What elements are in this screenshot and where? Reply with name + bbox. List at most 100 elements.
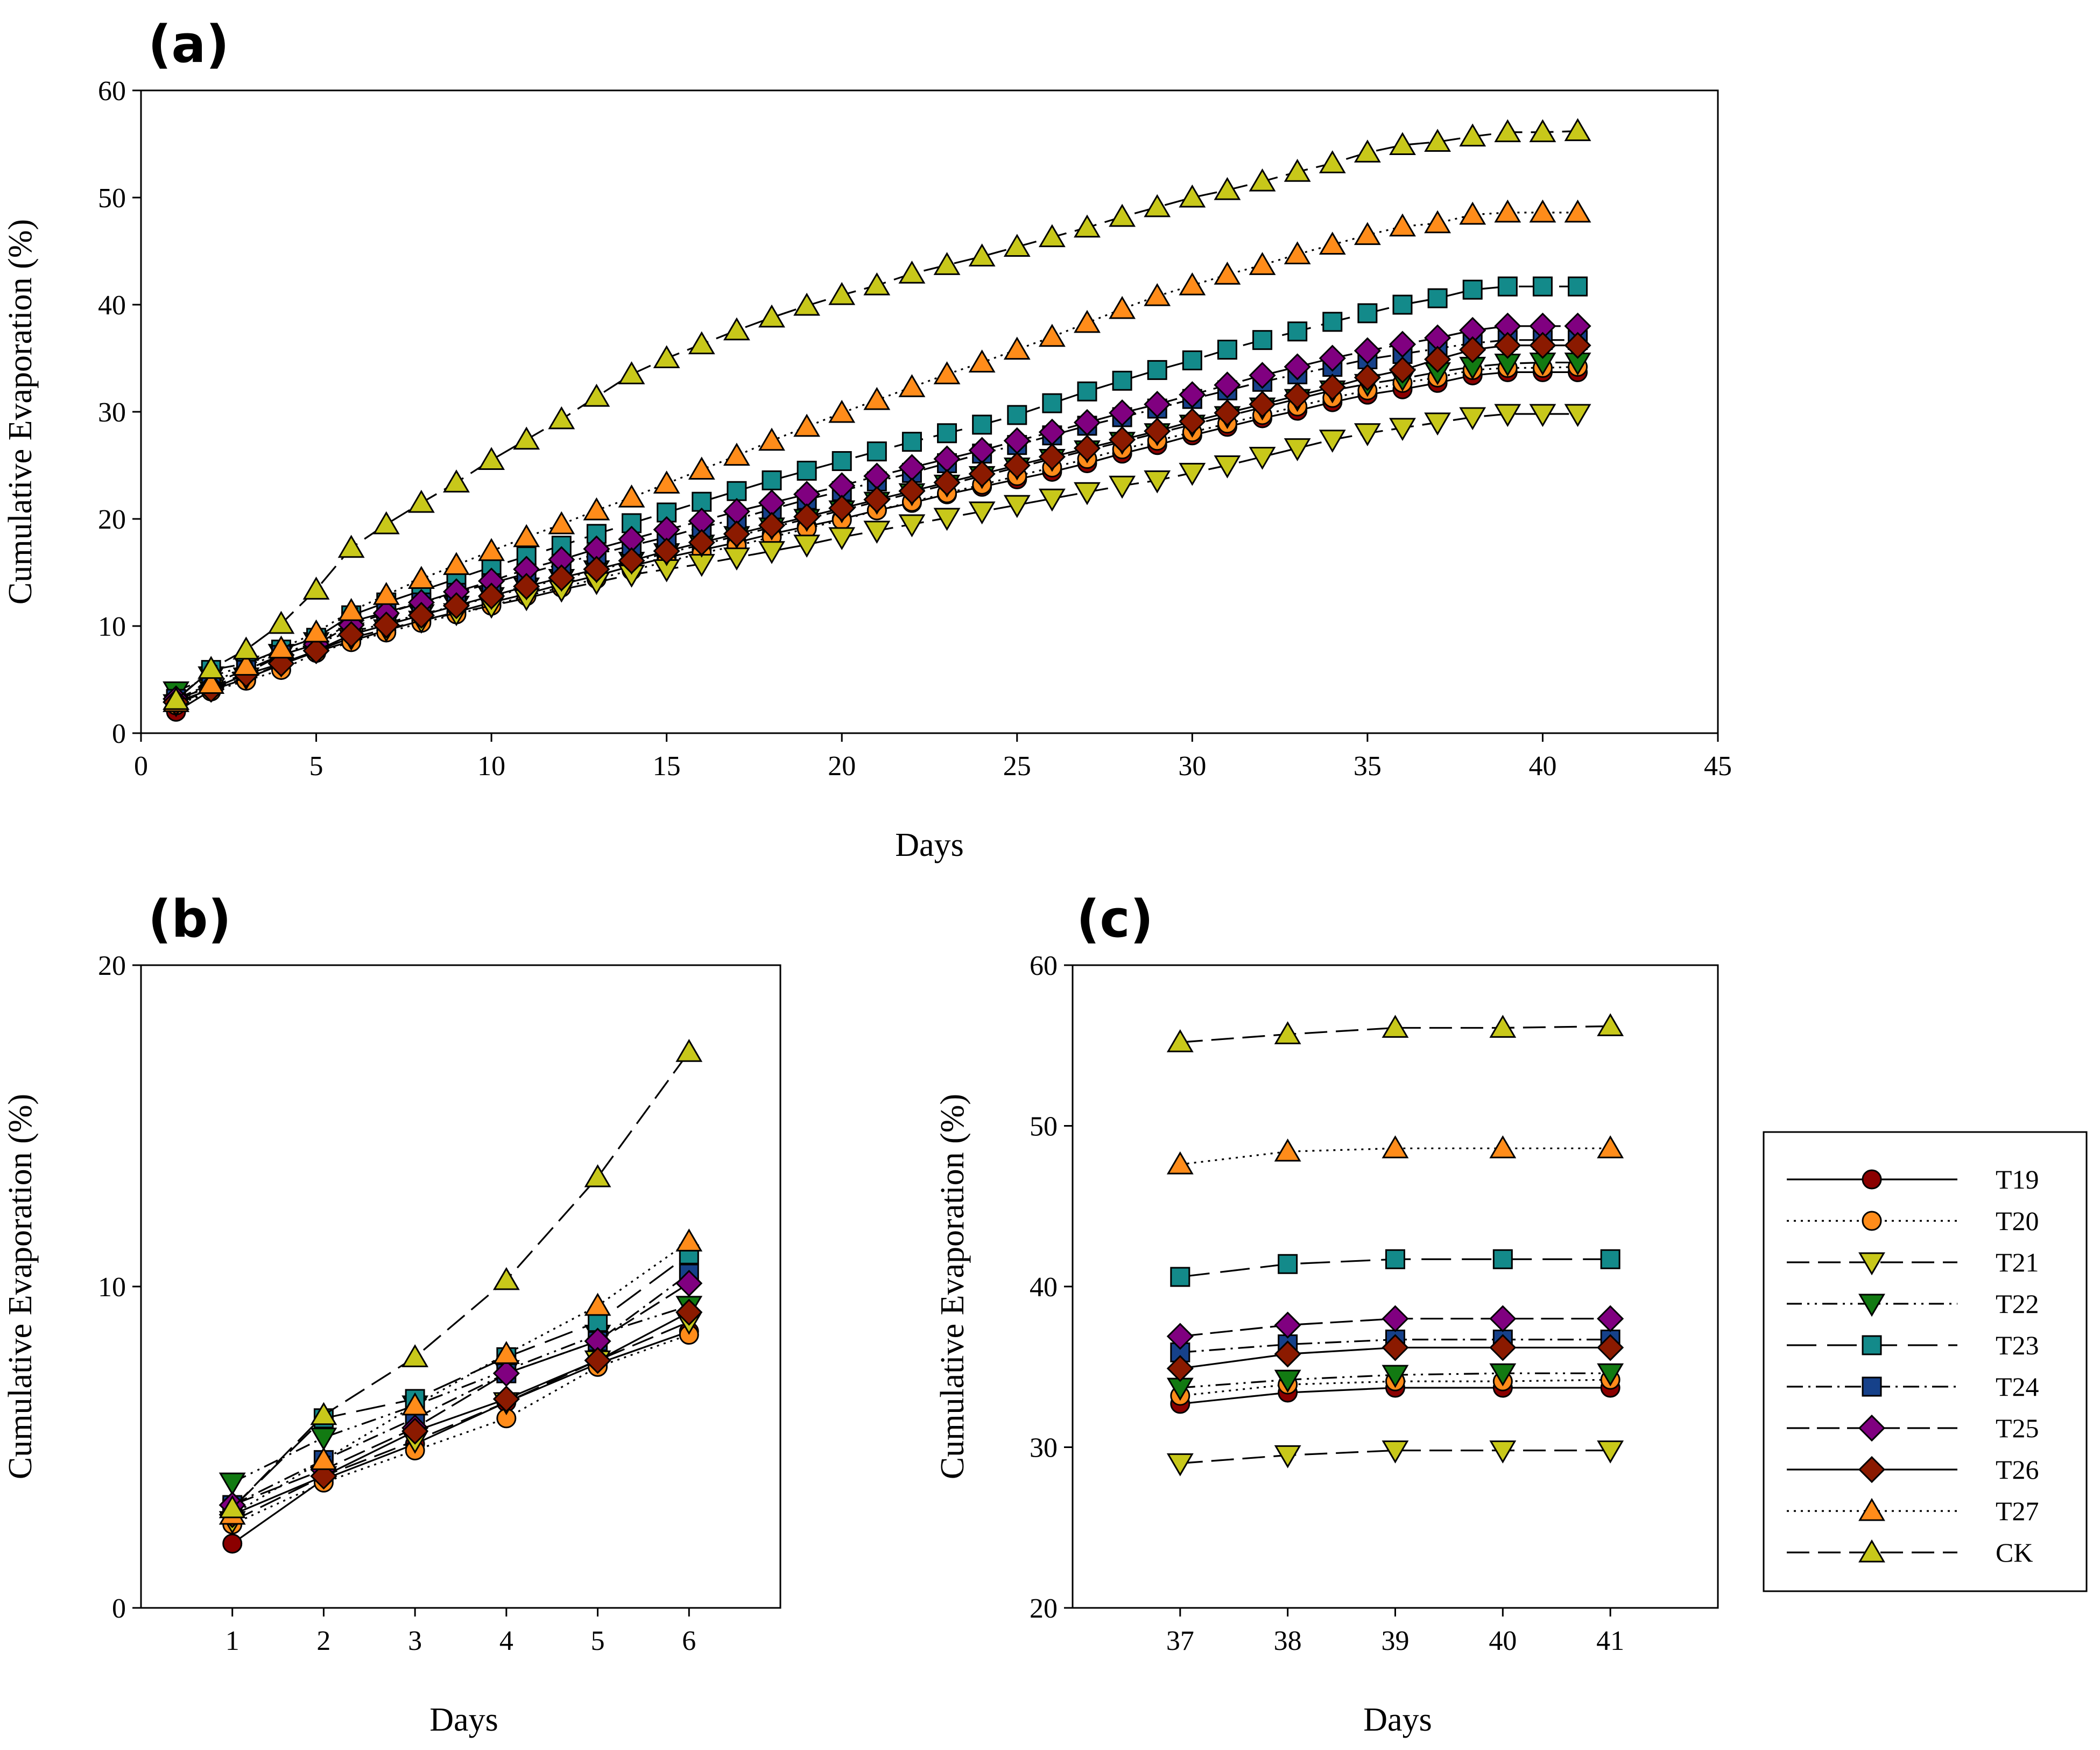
panel-label-b: (b) [148, 890, 231, 949]
data-point-t21 [1597, 1440, 1624, 1464]
x-tick-label-a: 20 [828, 751, 856, 782]
data-point-t26 [401, 1417, 429, 1445]
data-point-t27 [1144, 283, 1171, 306]
data-point-ck [1564, 118, 1591, 142]
data-point-ck [513, 426, 540, 450]
data-point-ck [1284, 159, 1311, 182]
data-point-t23 [1077, 381, 1097, 402]
series-line-t21 [1180, 1449, 1611, 1464]
legend-label-t26: T26 [1996, 1454, 2039, 1485]
series-ck-b [219, 1038, 703, 1519]
data-point-t27 [1274, 1138, 1301, 1162]
data-point-ck [232, 636, 260, 660]
data-point-t23 [1278, 1254, 1298, 1274]
data-point-t23 [762, 470, 782, 490]
data-point-t23 [1112, 370, 1132, 391]
legend-label-t25: T25 [1996, 1413, 2039, 1443]
data-point-t21 [1354, 423, 1381, 447]
data-point-t27 [968, 349, 996, 373]
data-point-t25 [1166, 1323, 1194, 1350]
data-point-t25 [1489, 1305, 1517, 1332]
data-point-t27 [1459, 201, 1486, 225]
data-point-t21 [1274, 1445, 1301, 1468]
data-point-t27 [492, 1341, 520, 1364]
x-tick-label-b: 5 [591, 1626, 605, 1656]
series-line-t20 [232, 1334, 689, 1526]
legend-label-t21: T21 [1996, 1247, 2039, 1277]
data-point-t23 [831, 451, 852, 472]
data-point-ck [310, 1402, 337, 1425]
data-point-t25 [1144, 390, 1171, 418]
data-point-ck [407, 489, 435, 513]
data-point-t23 [1462, 279, 1483, 300]
series-t21-c [1166, 1440, 1624, 1477]
data-point-t27 [723, 442, 750, 466]
data-point-t27 [584, 1292, 611, 1316]
data-point-ck [1038, 224, 1066, 248]
y-tick-label-a: 0 [112, 719, 126, 749]
series-line-ck [231, 1051, 690, 1509]
data-point-t23 [1392, 294, 1413, 315]
series-t27-b [219, 1228, 703, 1525]
legend-label-t24: T24 [1996, 1372, 2039, 1402]
legend-marker-t25 [1858, 1414, 1886, 1442]
y-tick-label-b: 0 [112, 1593, 126, 1624]
series-line-t19 [231, 1331, 689, 1544]
data-point-t21 [1489, 1440, 1517, 1464]
data-point-t23 [1568, 276, 1588, 297]
data-point-t27 [1074, 310, 1101, 333]
data-point-t26 [933, 469, 961, 496]
series-line-t21 [232, 1321, 689, 1522]
x-tick-label-b: 1 [225, 1626, 239, 1656]
data-point-t21 [1459, 407, 1486, 431]
data-point-ck [401, 1344, 429, 1367]
plot-frame-c [1072, 964, 1719, 1609]
y-axis-title-c: Cumulative Evaporation (%) [934, 1094, 971, 1479]
data-point-ck [618, 361, 645, 384]
data-point-t23 [1385, 1249, 1405, 1269]
data-point-t27 [1424, 210, 1451, 234]
panel-a: 0 10 20 30 40 50 60 0 5 10 15 20 25 30 35 40 45 Days Cumul… [2, 15, 1732, 863]
data-point-t27 [618, 484, 645, 508]
data-point-t25 [1179, 381, 1206, 409]
data-point-t23 [1252, 330, 1273, 350]
data-point-t27 [1489, 1135, 1517, 1158]
data-point-ck [372, 511, 400, 535]
data-point-t27 [1597, 1135, 1624, 1158]
data-point-t27 [302, 619, 330, 643]
data-point-ck [584, 1164, 611, 1187]
y-tick-label-a: 50 [98, 183, 126, 214]
data-point-t26 [793, 503, 821, 531]
legend-frame [1763, 1131, 2088, 1592]
data-point-t26 [1274, 1340, 1301, 1368]
series-t27-c [1166, 1135, 1624, 1175]
data-point-t27 [1389, 213, 1416, 237]
data-point-t25 [1109, 399, 1136, 427]
data-point-t27 [513, 524, 540, 547]
x-tick-label-b: 3 [408, 1626, 422, 1656]
data-point-t25 [1597, 1305, 1624, 1332]
data-point-t21 [758, 541, 785, 564]
data-point-t21 [863, 521, 891, 544]
data-point-t26 [1179, 407, 1206, 435]
panel-b: 0 10 20 1 2 3 4 5 6 Days Cumulative Evaporation (%… [2, 890, 781, 1738]
data-point-t25 [1284, 353, 1311, 381]
data-point-t27 [1179, 272, 1206, 296]
data-point-t21 [1529, 404, 1556, 427]
x-tick-label-a: 35 [1354, 751, 1382, 782]
data-point-t23 [1182, 350, 1202, 370]
legend-marker-t26 [1858, 1456, 1886, 1484]
legend-entry-t21: T21 [1787, 1247, 2039, 1277]
data-point-t22 [1274, 1369, 1301, 1393]
data-point-ck [443, 469, 470, 493]
data-point-ck [548, 406, 575, 430]
data-point-t26 [688, 529, 715, 556]
data-point-ck [1144, 194, 1171, 217]
series-t22-b [219, 1296, 703, 1496]
data-point-t22 [1597, 1363, 1624, 1387]
data-point-ck [933, 252, 961, 275]
data-point-ck [1459, 123, 1486, 147]
y-tick-label-b: 20 [98, 951, 126, 981]
data-point-t23 [1497, 276, 1518, 297]
